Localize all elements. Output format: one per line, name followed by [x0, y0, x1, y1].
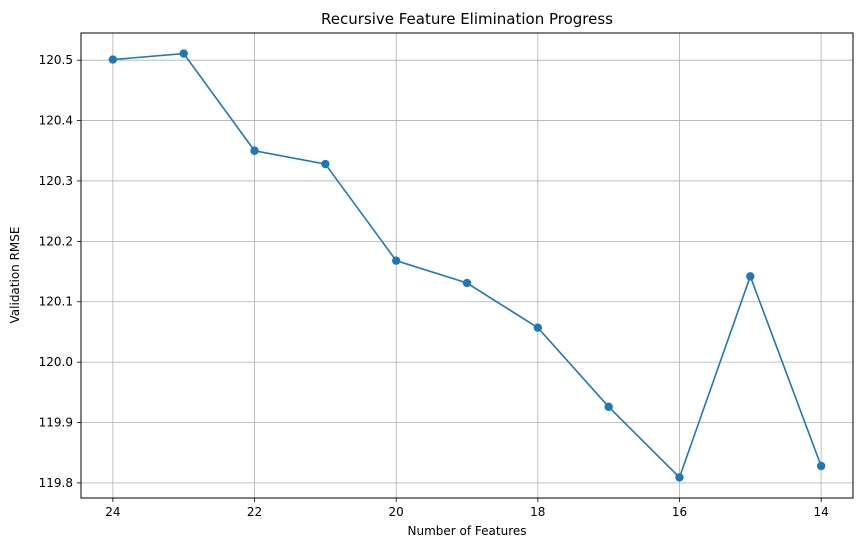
x-tick-label: 16: [672, 505, 687, 519]
x-tick-label: 20: [389, 505, 404, 519]
y-tick-label: 120.5: [39, 53, 73, 67]
x-tick-label: 18: [530, 505, 545, 519]
y-tick-label: 119.8: [39, 476, 73, 490]
y-tick-label: 119.9: [39, 416, 73, 430]
data-point: [250, 146, 259, 155]
data-point: [675, 473, 684, 482]
y-tick-label: 120.3: [39, 174, 73, 188]
data-point: [462, 278, 472, 288]
grid: [81, 33, 853, 498]
x-tick-label: 22: [247, 505, 262, 519]
data-point: [746, 272, 755, 281]
y-tick-label: 120.1: [39, 295, 73, 309]
y-tick-label: 120.4: [39, 114, 73, 128]
data-point: [321, 159, 330, 169]
data-point: [604, 402, 613, 412]
data-point: [533, 323, 543, 332]
x-tick-label: 24: [105, 505, 120, 519]
ticks: 24 22 20 18 16 14 119.8 119.9 120.0 120.1 120.2 120…: [39, 53, 829, 519]
series: [108, 49, 826, 482]
x-tick-label: 14: [813, 505, 828, 519]
data-point: [391, 256, 401, 265]
series-line: [112, 52, 822, 479]
chart-title: Recursive Feature Elimination Progress: [321, 10, 613, 28]
plot-frame: [80, 32, 854, 499]
y-tick-label: 120.0: [39, 355, 73, 369]
y-tick-label: 120.2: [39, 234, 73, 248]
data-point: [108, 55, 118, 64]
y-axis-label: Validation RMSE: [8, 227, 22, 324]
x-axis-label: Number of Features: [408, 524, 527, 538]
data-point: [179, 49, 188, 58]
data-point: [816, 461, 826, 471]
